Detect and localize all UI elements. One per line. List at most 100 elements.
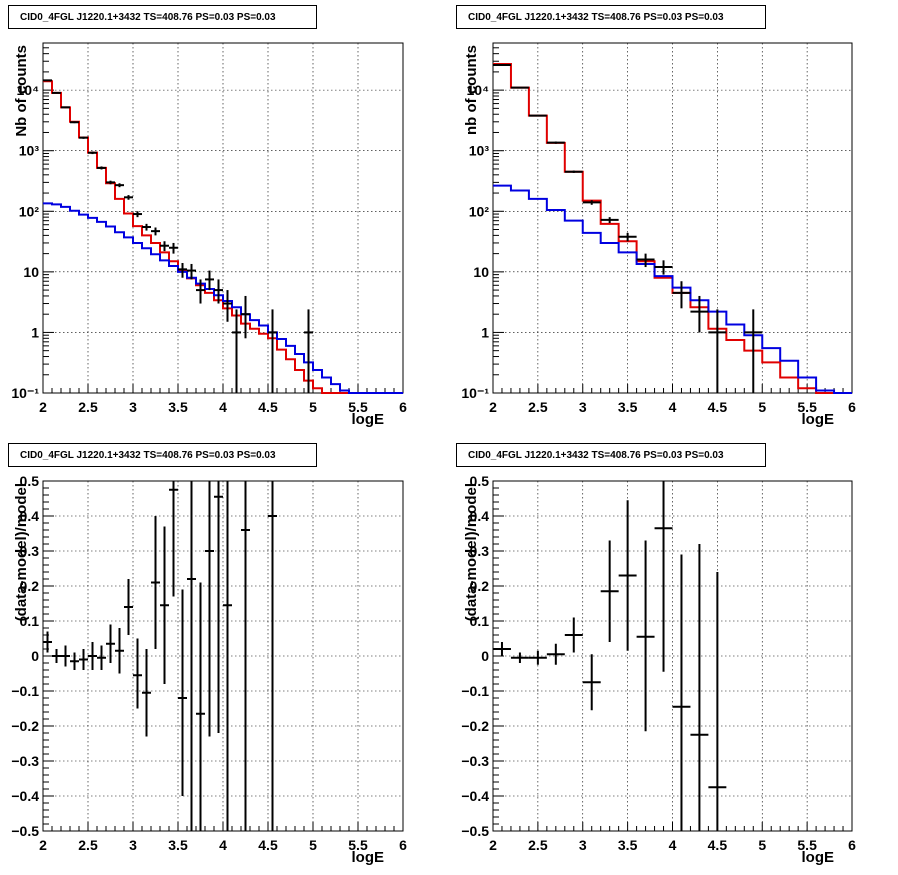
x-axis-label: logE [802, 849, 835, 866]
data-point [97, 166, 106, 170]
data-point [241, 295, 250, 339]
data-point [142, 223, 151, 231]
data-point [124, 195, 133, 200]
x-tick-label: 4 [669, 837, 677, 853]
x-axis-label: logE [802, 411, 835, 428]
data-point [160, 241, 169, 252]
data-point [43, 631, 52, 653]
x-tick-label: 6 [848, 399, 856, 415]
panel-title: CID0_4FGL J1220.1+3432 TS=408.76 PS=0.03… [456, 5, 766, 29]
chart-panel-4: 2 2.5 3 3.5 4 4.5 5 5.5 6 −0.5 −0.4 −0.3 −0.2 −0.1 0 0.… [461, 473, 856, 866]
y-axis-label: (data-model)/model [13, 483, 30, 621]
data-point [708, 309, 727, 393]
y-axis-label: Nb of counts [13, 45, 30, 137]
y-tick-label: 10² [19, 203, 40, 219]
data-point [160, 526, 169, 684]
data-point [205, 481, 214, 737]
data-point [708, 572, 727, 831]
data-point [672, 281, 691, 309]
data-point [214, 279, 223, 304]
x-tick-label: 2.5 [528, 837, 548, 853]
data-point [690, 295, 709, 333]
data-point [97, 645, 106, 670]
x-tick-label: 2.5 [78, 837, 98, 853]
data-point [196, 582, 205, 831]
data-point [636, 540, 655, 732]
data-point [196, 279, 205, 304]
data-point [88, 151, 97, 155]
data-point [690, 544, 709, 831]
data-point [187, 481, 196, 831]
data-point [564, 170, 583, 173]
y-tick-label: −0.3 [461, 753, 489, 769]
x-axis-label: logE [352, 849, 385, 866]
data-point [205, 270, 214, 291]
data-point [600, 540, 619, 642]
data-point [178, 589, 187, 796]
y-tick-label: 0 [481, 648, 489, 664]
data-point [106, 624, 115, 663]
y-axis-label: nb of counts [463, 45, 480, 135]
x-tick-label: 4.5 [258, 399, 278, 415]
x-tick-label: 3 [579, 399, 587, 415]
data-point [304, 309, 313, 393]
data-point [43, 79, 52, 82]
data-point [61, 645, 70, 667]
model-histogram-blue [493, 184, 852, 394]
data-point [223, 290, 232, 322]
y-tick-label: 0.2 [20, 578, 40, 594]
data-point [124, 579, 133, 635]
y-tick-label: −0.5 [11, 823, 39, 839]
data-point [142, 649, 151, 737]
y-tick-label: 0.4 [470, 508, 490, 524]
data-point [79, 649, 88, 670]
x-tick-label: 4.5 [258, 837, 278, 853]
y-tick-label: 1 [481, 324, 489, 340]
x-tick-label: 2 [39, 837, 47, 853]
data-point [582, 654, 601, 711]
y-tick-label: 0.3 [20, 543, 40, 559]
data-point [52, 91, 61, 94]
x-tick-label: 4 [219, 399, 227, 415]
x-tick-label: 2 [489, 837, 497, 853]
panel-title: CID0_4FGL J1220.1+3432 TS=408.76 PS=0.03… [456, 443, 766, 467]
x-tick-label: 5 [758, 399, 766, 415]
data-point [169, 481, 178, 597]
data-point [115, 628, 124, 674]
data-point [493, 63, 511, 66]
data-point [187, 263, 196, 280]
x-tick-label: 5.5 [797, 837, 817, 853]
y-tick-label: 0.4 [20, 508, 40, 524]
y-tick-label: −0.3 [11, 753, 39, 769]
y-tick-label: 10⁻¹ [11, 385, 39, 401]
y-tick-label: 10³ [469, 143, 490, 159]
data-point [79, 136, 88, 139]
x-tick-label: 6 [399, 399, 407, 415]
y-tick-label: 10 [473, 264, 489, 280]
x-axis-label: logE [352, 411, 385, 428]
data-point [151, 516, 160, 649]
y-tick-label: 0.5 [470, 473, 490, 489]
model-histogram-blue [43, 202, 403, 394]
x-tick-label: 3.5 [168, 837, 188, 853]
y-tick-label: −0.2 [11, 718, 39, 734]
data-point [618, 500, 637, 651]
x-tick-label: 5 [309, 837, 317, 853]
y-tick-label: −0.5 [461, 823, 489, 839]
data-point [510, 86, 529, 89]
y-tick-label: 10² [469, 203, 490, 219]
y-tick-label: −0.4 [461, 788, 489, 804]
chart-panel-1: 2 2.5 3 3.5 4 4.5 5 5.5 6 10⁻¹ 1 10 10² 10³ 10⁴ logE Nb … [11, 42, 407, 428]
x-tick-label: 2 [489, 399, 497, 415]
data-point [70, 652, 79, 670]
x-tick-label: 3 [129, 399, 137, 415]
data-point [268, 309, 277, 393]
data-point [582, 200, 601, 205]
data-point [744, 309, 763, 393]
data-point [151, 227, 160, 236]
data-point [528, 650, 547, 665]
x-tick-label: 3.5 [618, 837, 638, 853]
data-point [654, 260, 673, 275]
data-point [241, 481, 250, 831]
